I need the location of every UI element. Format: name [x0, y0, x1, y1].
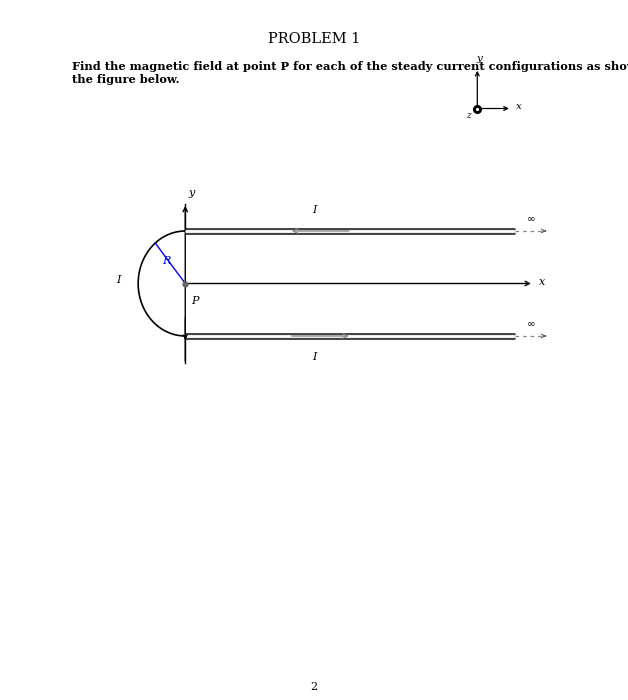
Text: Find the magnetic field at point P for each of the steady current configurations: Find the magnetic field at point P for e…: [72, 61, 628, 72]
Text: the figure below.: the figure below.: [72, 74, 180, 85]
Text: P: P: [192, 296, 199, 306]
Text: z: z: [466, 111, 471, 120]
Text: I: I: [312, 205, 316, 215]
Text: $\infty$: $\infty$: [526, 214, 536, 223]
Text: y: y: [476, 54, 482, 63]
Text: I: I: [116, 275, 120, 285]
Text: 2: 2: [310, 682, 318, 692]
Text: x: x: [539, 277, 545, 287]
Text: y: y: [188, 188, 195, 198]
Text: $\infty$: $\infty$: [526, 319, 536, 328]
Text: PROBLEM 1: PROBLEM 1: [268, 32, 360, 46]
Text: x: x: [516, 102, 522, 111]
Text: R: R: [162, 256, 171, 266]
Text: I: I: [312, 352, 316, 362]
